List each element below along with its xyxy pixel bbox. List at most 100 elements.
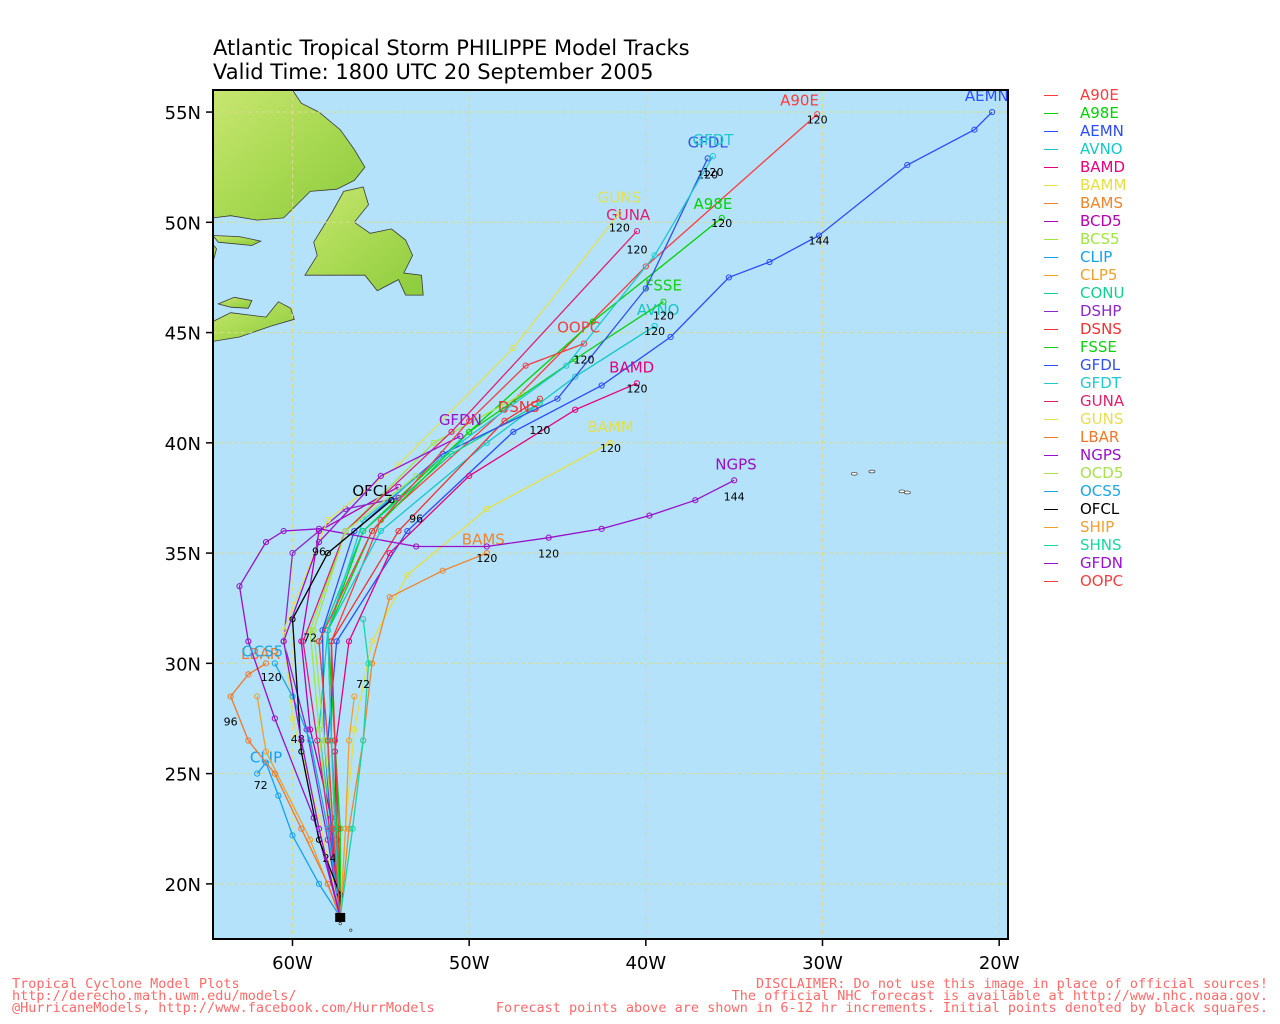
track-line	[330, 398, 541, 917]
legend-label: A90E	[1080, 86, 1119, 104]
track-point	[563, 362, 570, 369]
track-point	[725, 274, 732, 281]
model-name-label: GFDL	[688, 133, 729, 151]
legend-swatch	[1044, 148, 1058, 150]
footer-left: Tropical Cyclone Model Plots http://dere…	[12, 976, 435, 1016]
footer-link[interactable]: http://derecho.math.uwm.edu/models/	[12, 988, 297, 1004]
track-point	[709, 153, 717, 160]
forecast-hour-label: 120	[476, 552, 497, 565]
track-point	[351, 726, 358, 733]
track-line	[339, 619, 370, 917]
island	[338, 922, 342, 926]
land-labrador	[213, 90, 366, 221]
forecast-hour-label: 120	[529, 424, 550, 437]
x-tick-label: 20W	[979, 953, 1020, 974]
legend-item-guna: GUNA	[1040, 392, 1200, 410]
model-name-label: GUNS	[598, 188, 641, 206]
forecast-hour-label: 144	[724, 490, 745, 503]
azores-island	[868, 469, 876, 474]
legend-label: DSHP	[1080, 302, 1122, 320]
track-point	[324, 516, 331, 524]
legend-label: AEMN	[1080, 122, 1124, 140]
track-point	[510, 344, 517, 352]
track-point	[616, 210, 623, 217]
legend-item-aemn: AEMN	[1040, 122, 1200, 140]
track-point	[314, 737, 321, 744]
legend-item-a90e: A90E	[1040, 86, 1200, 104]
track-line	[274, 663, 341, 917]
legend-item-clp5: CLP5	[1040, 266, 1200, 284]
track-point	[345, 737, 353, 744]
track-point	[388, 497, 395, 504]
model-name-label: BAMD	[609, 358, 654, 376]
legend-label: OOPC	[1080, 572, 1124, 590]
track-point	[368, 638, 376, 645]
track-point	[646, 512, 653, 519]
legend-swatch	[1044, 220, 1058, 222]
model-name-label: OOPC	[557, 319, 600, 337]
legend-item-conu: CONU	[1040, 284, 1200, 302]
track-line	[327, 111, 993, 917]
y-tick-label: 25N	[165, 765, 201, 786]
track-point	[360, 616, 367, 623]
model-name-label: BAMM	[587, 418, 633, 436]
legend-label: NGPS	[1080, 446, 1122, 464]
legend-label: BAMM	[1080, 176, 1127, 194]
track-point	[280, 527, 287, 535]
track-point	[448, 450, 455, 457]
track-point	[545, 534, 552, 541]
legend-item-lbar: LBAR	[1040, 428, 1200, 446]
legend-swatch	[1044, 526, 1058, 528]
land-nova-scotia	[213, 301, 295, 342]
track-point	[731, 477, 738, 484]
track-ship	[339, 693, 358, 917]
track-guns: 120 GUNS	[280, 188, 641, 918]
track-point	[271, 770, 278, 777]
legend-swatch	[1044, 400, 1058, 402]
model-name-label: A90E	[780, 91, 819, 109]
track-point	[766, 258, 773, 266]
track-line	[339, 552, 488, 917]
legend-item-avno: AVNO	[1040, 140, 1200, 158]
track-point	[262, 538, 270, 546]
track-point	[395, 527, 402, 535]
land-anticosti	[213, 235, 262, 246]
y-tick-label: 30N	[165, 654, 201, 675]
track-point	[349, 825, 356, 832]
legend-label: BCD5	[1080, 212, 1122, 230]
track-point	[522, 362, 529, 369]
track-point	[660, 298, 667, 305]
forecast-note: Forecast points above are shown in 6-12 …	[495, 1000, 1268, 1016]
track-point	[607, 439, 614, 446]
track-bams: 120 BAMS	[339, 530, 505, 917]
track-point	[989, 108, 996, 116]
track-point	[262, 759, 270, 766]
legend-swatch	[1044, 130, 1058, 132]
track-point	[457, 433, 464, 440]
legend-swatch	[1044, 94, 1058, 96]
legend-item-shns: SHNS	[1040, 536, 1200, 554]
track-point	[536, 400, 543, 407]
track-point	[310, 627, 317, 634]
track-point	[298, 638, 305, 645]
track-point	[598, 382, 605, 389]
footer-line: Tropical Cyclone Model Plots	[12, 976, 240, 992]
track-point	[483, 439, 490, 446]
track-point	[315, 825, 323, 832]
legend-item-ship: SHIP	[1040, 518, 1200, 536]
track-point	[483, 505, 490, 513]
legend-item-bamd: BAMD	[1040, 158, 1200, 176]
track-point	[298, 825, 305, 832]
x-tick-label: 40W	[625, 953, 666, 974]
legend-item-gfdn: GFDN	[1040, 554, 1200, 572]
track-point	[483, 549, 490, 557]
legend-label: LBAR	[1080, 428, 1120, 446]
azores-island	[850, 471, 858, 476]
track-point	[554, 395, 561, 402]
track-line	[302, 230, 638, 917]
footer-line[interactable]: @HurricaneModels, http://www.facebook.co…	[12, 1000, 435, 1016]
track-point	[404, 527, 411, 535]
